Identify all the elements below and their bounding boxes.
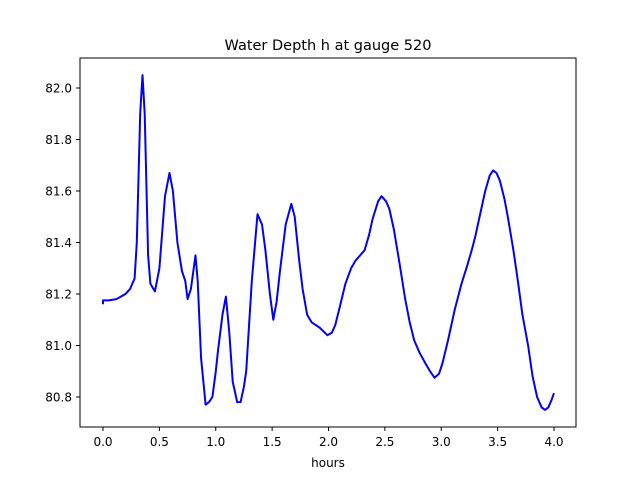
y-tick-label: 82.0 [45,82,72,96]
y-tick-label: 81.4 [45,236,72,250]
x-tick-label: 2.5 [375,435,394,449]
y-tick-label: 81.2 [45,288,72,302]
x-tick-label: 0.0 [93,435,112,449]
series-line-h [102,74,555,411]
x-tick-label: 2.0 [319,435,338,449]
x-tick-label: 3.5 [488,435,507,449]
y-tick-label: 81.8 [45,133,72,147]
x-tick-label: 4.0 [544,435,563,449]
x-tick-label: 3.0 [432,435,451,449]
y-tick-label: 81.0 [45,339,72,353]
axes-frame [79,57,577,428]
y-tick-label: 80.8 [45,391,72,405]
x-tick-label: 1.0 [206,435,225,449]
y-axis: 80.8 81.0 81.2 81.4 81.6 81.8 82.0 [45,82,80,405]
x-tick-label: 0.5 [150,435,169,449]
x-axis: 0.0 0.5 1.0 1.5 2.0 2.5 3.0 3.5 4.0 [93,427,564,449]
x-tick-label: 1.5 [263,435,282,449]
x-axis-label: hours [311,456,345,470]
chart-title: Water Depth h at gauge 520 [225,38,432,54]
y-tick-label: 81.6 [45,185,72,199]
